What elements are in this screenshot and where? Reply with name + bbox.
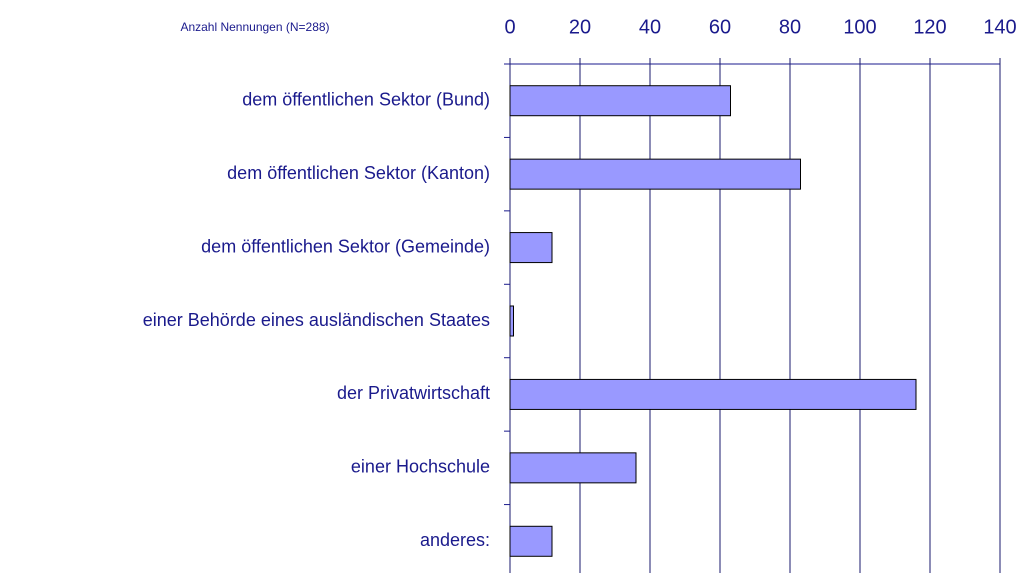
x-tick-label: 120 <box>913 16 946 38</box>
bar <box>509 525 553 557</box>
y-tick-label: einer Behörde eines ausländischen Staate… <box>143 310 490 330</box>
x-tick-label: 0 <box>504 16 515 38</box>
x-tick-label: 100 <box>843 16 876 38</box>
bar <box>509 158 801 190</box>
y-tick-label: dem öffentlichen Sektor (Gemeinde) <box>201 236 490 256</box>
chart-title: Anzahl Nennungen (N=288) <box>180 20 329 34</box>
bar <box>509 378 917 410</box>
x-tick-label: 60 <box>709 16 731 38</box>
y-tick-label: einer Hochschule <box>351 457 490 477</box>
y-tick-label: dem öffentlichen Sektor (Kanton) <box>227 163 490 183</box>
x-tick-label: 20 <box>569 16 591 38</box>
y-tick-label: dem öffentlichen Sektor (Bund) <box>242 89 490 109</box>
bar <box>509 85 731 117</box>
bar <box>509 305 514 337</box>
x-tick-label: 140 <box>983 16 1016 38</box>
x-tick-label: 40 <box>639 16 661 38</box>
y-tick-label: der Privatwirtschaft <box>337 383 490 403</box>
y-tick-label: anderes: <box>420 530 490 550</box>
bar <box>509 232 553 264</box>
bar <box>509 452 637 484</box>
x-tick-label: 80 <box>779 16 801 38</box>
